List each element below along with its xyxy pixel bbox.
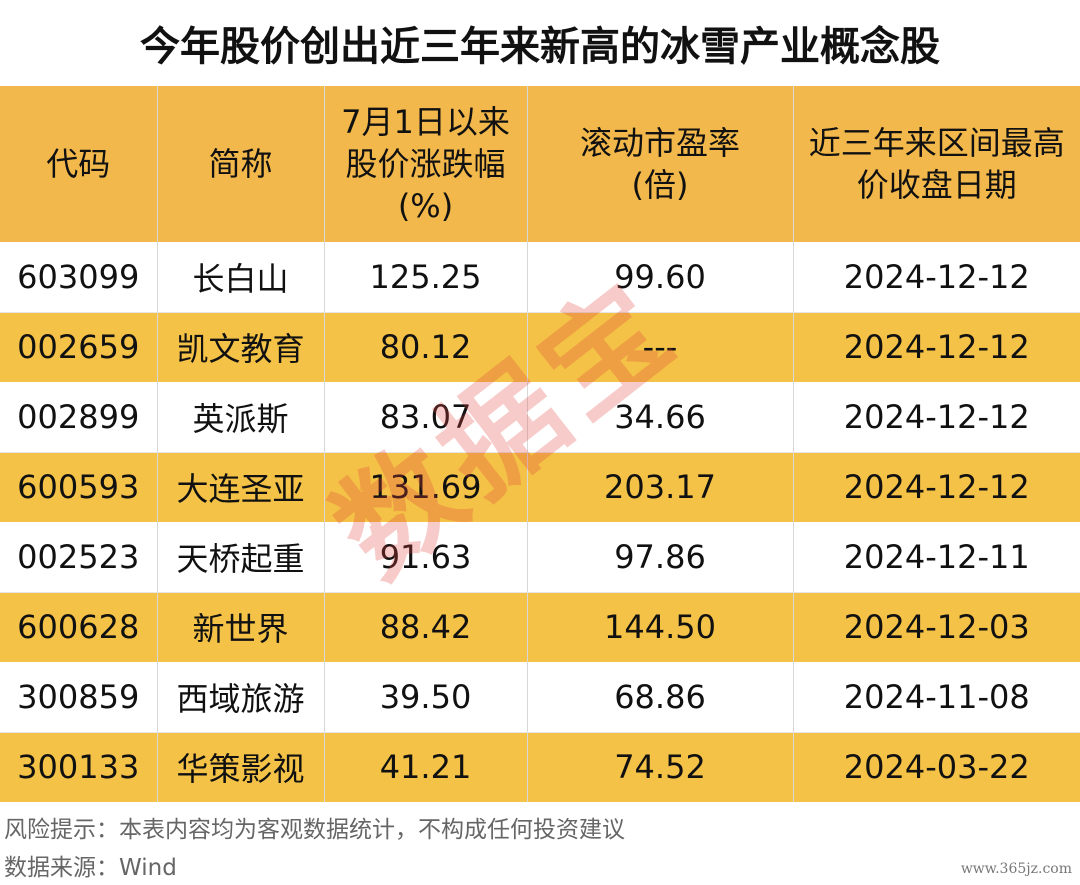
cell-change: 39.50 (324, 662, 528, 733)
cell-date: 2024-12-11 (793, 522, 1080, 593)
cell-name: 大连圣亚 (157, 452, 325, 522)
cell-date: 2024-03-22 (843, 748, 1030, 787)
cell-date: 2024-12-12 (843, 328, 1030, 367)
table-row: 300133 华策影视 41.21 74.52 2024-03-22 (0, 732, 1080, 802)
cell-pe: 144.50 (527, 592, 794, 662)
cell-change: 41.21 (324, 732, 528, 802)
cell-code: 600628 (0, 592, 158, 662)
cell-code: 600593 (0, 452, 158, 522)
cell-name: 长白山 (157, 242, 325, 313)
cell-date: 2024-11-08 (793, 662, 1080, 733)
cell-code: 300133 (0, 732, 158, 802)
risk-disclaimer: 风险提示：本表内容均为客观数据统计，不构成任何投资建议 (4, 817, 625, 843)
data-source: 数据来源：Wind (4, 855, 177, 881)
cell-code: 002899 (0, 382, 158, 453)
site-watermark: www.365jz.com (960, 861, 1072, 877)
table-row: 002659 凯文教育 80.12 --- 2024-12-12 (0, 312, 1080, 382)
table-row: 002523 天桥起重 91.63 97.86 2024-12-11 (0, 522, 1080, 593)
cell-pe: --- (527, 312, 794, 382)
cell-name: 英派斯 (157, 382, 325, 453)
table-row: 600593 大连圣亚 131.69 203.17 2024-12-12 (0, 452, 1080, 522)
cell-date: 2024-12-12 (843, 468, 1030, 507)
cell-code: 603099 (0, 242, 158, 313)
header-pe: 滚动市盈率 (倍) (527, 86, 794, 242)
cell-date: 2024-12-03 (843, 608, 1030, 647)
cell-name: 天桥起重 (157, 522, 325, 593)
cell-pe: 74.52 (527, 732, 794, 802)
header-code: 代码 (0, 86, 158, 242)
cell-name: 新世界 (157, 592, 325, 662)
header-change: 7月1日以来 股价涨跌幅 (%) (324, 86, 528, 242)
table-header-row: 代码 简称 7月1日以来 股价涨跌幅 (%) 滚动市盈率 (倍) 近三年来区间最… (0, 86, 1080, 242)
cell-name: 凯文教育 (157, 312, 325, 382)
table-row: 002899 英派斯 83.07 34.66 2024-12-12 (0, 382, 1080, 453)
cell-change: 88.42 (324, 592, 528, 662)
page-title: 今年股价创出近三年来新高的冰雪产业概念股 (140, 24, 940, 70)
header-date: 近三年来区间最高 价收盘日期 (808, 124, 1065, 204)
cell-code: 002523 (0, 522, 158, 593)
cell-pe: 68.86 (527, 662, 794, 733)
stock-table: 代码 简称 7月1日以来 股价涨跌幅 (%) 滚动市盈率 (倍) 近三年来区间最… (0, 86, 1080, 802)
table-row: 603099 长白山 125.25 99.60 2024-12-12 (0, 242, 1080, 313)
table-row: 300859 西域旅游 39.50 68.86 2024-11-08 (0, 662, 1080, 733)
cell-change: 91.63 (324, 522, 528, 593)
cell-code: 300859 (0, 662, 158, 733)
cell-pe: 203.17 (527, 452, 794, 522)
cell-code: 002659 (0, 312, 158, 382)
cell-pe: 34.66 (527, 382, 794, 453)
cell-pe: 99.60 (527, 242, 794, 313)
cell-name: 华策影视 (157, 732, 325, 802)
cell-change: 125.25 (324, 242, 528, 313)
header-name: 简称 (157, 86, 325, 242)
cell-date: 2024-12-12 (793, 242, 1080, 313)
cell-date: 2024-12-12 (793, 382, 1080, 453)
cell-change: 80.12 (324, 312, 528, 382)
cell-change: 131.69 (324, 452, 528, 522)
cell-change: 83.07 (324, 382, 528, 453)
table-row: 600628 新世界 88.42 144.50 2024-12-03 (0, 592, 1080, 662)
cell-name: 西域旅游 (157, 662, 325, 733)
cell-pe: 97.86 (527, 522, 794, 593)
